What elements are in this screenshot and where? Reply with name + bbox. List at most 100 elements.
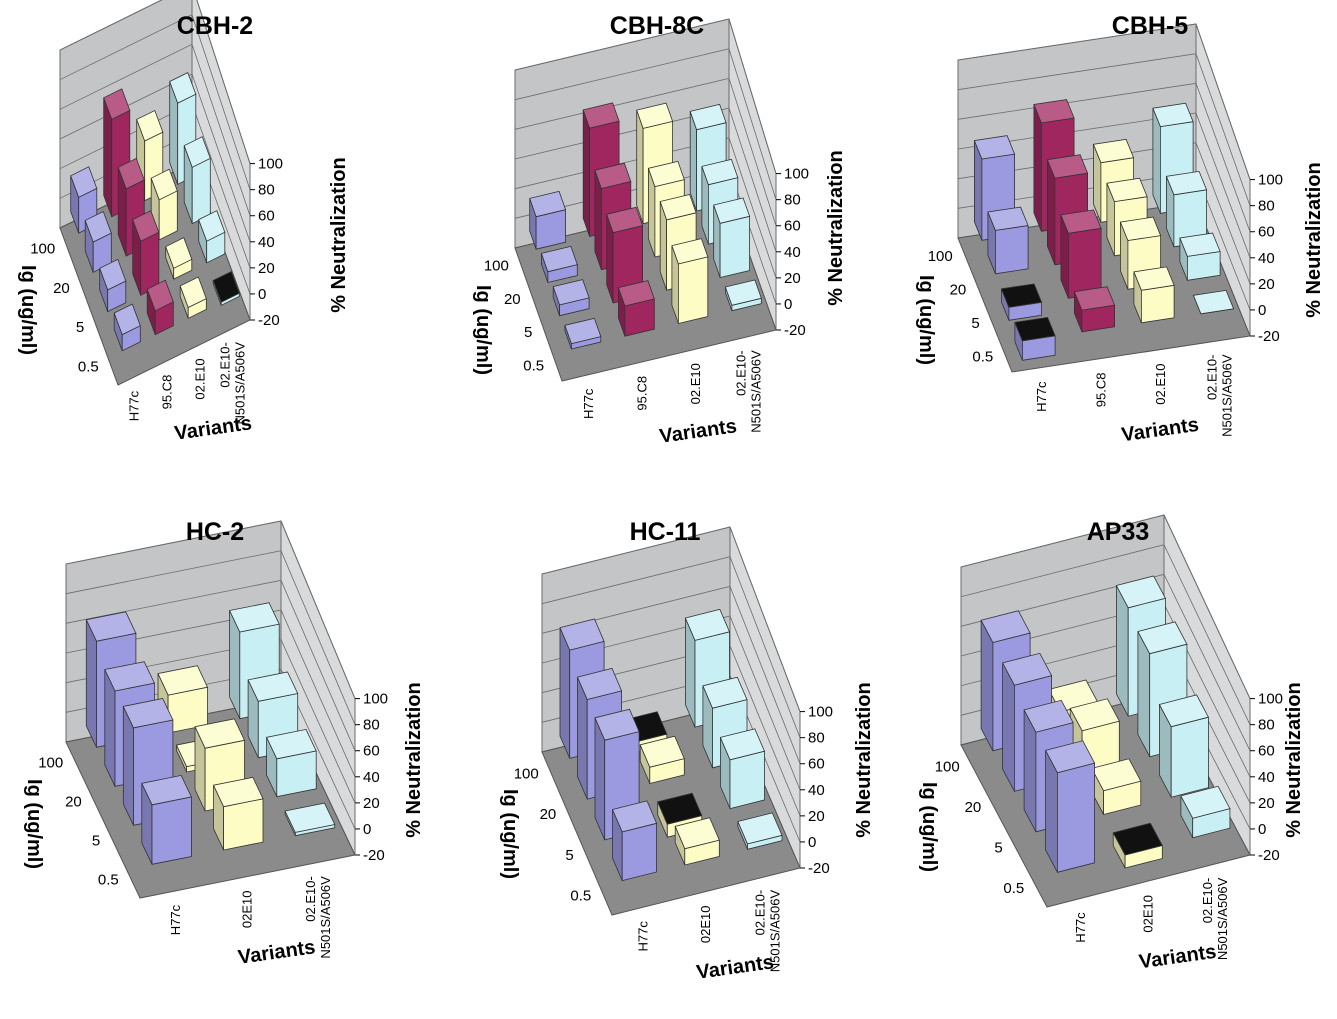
z-tick-label: 60 bbox=[363, 743, 380, 760]
category-label: 02E10 bbox=[1141, 895, 1156, 933]
category-label: 02.E10 bbox=[1153, 364, 1168, 405]
z-tick-label: 20 bbox=[1258, 795, 1275, 812]
bar bbox=[212, 776, 264, 851]
z-tick-label: 0 bbox=[784, 296, 792, 313]
bar bbox=[1179, 232, 1221, 281]
gridline bbox=[59, 0, 251, 164]
gridline bbox=[514, 18, 777, 174]
z-tick-label: 20 bbox=[258, 260, 275, 277]
z-tick-label: 100 bbox=[1258, 691, 1283, 708]
bar bbox=[212, 271, 240, 306]
z-tick-label: 60 bbox=[1258, 224, 1275, 241]
z-tick-label: 80 bbox=[258, 182, 275, 199]
z-tick-label: 40 bbox=[808, 782, 825, 799]
x-axis-title: Variants bbox=[1138, 941, 1218, 974]
bar bbox=[179, 276, 207, 319]
gridline bbox=[59, 14, 251, 190]
category-label: 02E10 bbox=[698, 906, 713, 944]
chart-title: HC-11 bbox=[630, 518, 701, 546]
bar bbox=[1073, 286, 1116, 333]
z-axis-title: % Neutralization bbox=[1303, 162, 1325, 318]
bar bbox=[1045, 740, 1096, 873]
z-tick-label: 60 bbox=[808, 756, 825, 773]
z-tick-label: -20 bbox=[784, 322, 806, 339]
depth-tick-label: 100 bbox=[928, 248, 953, 265]
bar bbox=[1133, 266, 1175, 324]
gridline bbox=[541, 585, 801, 764]
category-label: 02.E10 bbox=[193, 358, 208, 399]
bar bbox=[1060, 209, 1102, 299]
bar bbox=[724, 279, 762, 312]
gridline bbox=[59, 43, 251, 216]
z-tick-label: -20 bbox=[258, 312, 280, 329]
bar bbox=[84, 210, 112, 273]
bar bbox=[99, 258, 127, 313]
depth-tick-label: 100 bbox=[484, 258, 509, 275]
chart-panel-ap33: -20 0 20 40 60 80 100 100 20 5 0.5 H77c 02E10 02.E10-… bbox=[918, 514, 1305, 974]
bar bbox=[266, 728, 317, 798]
depth-tick-label: 5 bbox=[524, 324, 532, 341]
category-label: 02.E10-N501S/A506V bbox=[733, 350, 763, 433]
y-axis-title: Ig (ug/ml) bbox=[23, 779, 45, 869]
z-tick-label: 0 bbox=[363, 821, 371, 838]
depth-tick-label: 100 bbox=[38, 755, 63, 772]
category-label: 02.E10-N501S/A506V bbox=[1204, 354, 1234, 437]
category-label: H77c bbox=[581, 388, 596, 419]
z-tick-label: -20 bbox=[1258, 328, 1280, 345]
x-axis-title: Variants bbox=[1120, 414, 1200, 447]
bar bbox=[1180, 785, 1231, 839]
category-label: 02E10 bbox=[240, 891, 255, 929]
category-label: 95.C8 bbox=[160, 375, 175, 410]
bar bbox=[713, 197, 751, 279]
bar bbox=[671, 238, 709, 325]
y-axis-title: Ig (ug/ml) bbox=[915, 275, 937, 365]
bar bbox=[141, 774, 192, 865]
bar bbox=[165, 237, 193, 280]
category-label: H77c bbox=[168, 904, 183, 935]
depth-tick-label: 0.5 bbox=[78, 358, 99, 375]
z-tick-label: 100 bbox=[258, 156, 283, 173]
gridline bbox=[957, 53, 1251, 206]
gridline bbox=[960, 573, 1251, 751]
z-tick-label: 80 bbox=[1258, 198, 1275, 215]
depth-tick-label: 5 bbox=[971, 315, 979, 332]
category-label: 95.C8 bbox=[634, 376, 649, 411]
gridline bbox=[957, 23, 1251, 180]
z-tick-label: 0 bbox=[258, 286, 266, 303]
z-tick-label: 100 bbox=[363, 691, 388, 708]
bar bbox=[1192, 289, 1235, 315]
depth-tick-label: 0.5 bbox=[1003, 880, 1024, 897]
z-tick-label: 80 bbox=[363, 717, 380, 734]
gridline bbox=[65, 579, 356, 751]
y-axis-title: Ig (ug/ml) bbox=[918, 782, 940, 872]
bar bbox=[611, 800, 658, 882]
depth-tick-label: 0.5 bbox=[972, 348, 993, 365]
bar bbox=[113, 303, 141, 352]
depth-tick-label: 5 bbox=[994, 839, 1002, 856]
bar bbox=[1165, 170, 1208, 248]
depth-tick-label: 20 bbox=[950, 281, 967, 298]
category-label: 02.E10-N501S/A506V bbox=[1200, 877, 1230, 960]
x-axis-title: Variants bbox=[658, 415, 738, 448]
z-tick-label: 60 bbox=[1258, 743, 1275, 760]
gridline bbox=[541, 526, 801, 712]
z-tick-label: -20 bbox=[808, 860, 830, 877]
z-tick-label: 80 bbox=[784, 192, 801, 209]
z-tick-label: 60 bbox=[784, 218, 801, 235]
bar bbox=[564, 317, 602, 350]
z-tick-label: 40 bbox=[363, 769, 380, 786]
bar bbox=[132, 210, 160, 296]
gridline bbox=[541, 615, 801, 790]
bar bbox=[1112, 822, 1163, 869]
chart-title: CBH-2 bbox=[177, 12, 253, 40]
depth-tick-label: 20 bbox=[53, 280, 70, 297]
category-label: 02.E10-N501S/A506V bbox=[218, 342, 248, 425]
depth-tick-label: 0.5 bbox=[98, 872, 119, 889]
depth-tick-label: 20 bbox=[65, 794, 82, 811]
bar bbox=[639, 735, 685, 785]
bar bbox=[719, 728, 766, 810]
chart-title: CBH-8C bbox=[610, 12, 704, 40]
x-axis-title: Variants bbox=[237, 936, 317, 969]
depth-tick-label: 20 bbox=[965, 799, 982, 816]
